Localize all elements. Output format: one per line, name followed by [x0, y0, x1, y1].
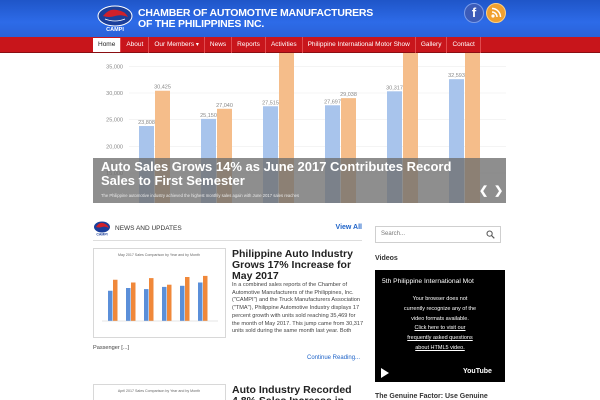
next-arrow-icon[interactable]: ❯ — [494, 185, 504, 197]
y-tick-label: 35,000 — [106, 64, 123, 70]
featured-slider[interactable]: 35,00030,00025,00020,00015,00023,80830,4… — [93, 53, 506, 203]
bar-value-label: 29,038 — [340, 92, 357, 98]
nav-item-home[interactable]: Home — [93, 38, 122, 52]
chevron-down-icon: ▾ — [195, 42, 199, 48]
thumb-bar — [131, 282, 136, 321]
slide-caption: Auto Sales Grows 14% as June 2017 Contri… — [93, 158, 506, 203]
nav-item-our-members[interactable]: Our Members ▾ — [149, 37, 205, 53]
y-tick-label: 25,000 — [106, 118, 123, 124]
bar-value-label: 32,593 — [448, 73, 465, 79]
campi-logo[interactable]: CAMPI — [95, 3, 135, 33]
thumb-bar — [126, 288, 131, 321]
youtube-logo[interactable]: YouTube — [463, 368, 492, 375]
nav-item-activities[interactable]: Activities — [266, 37, 303, 53]
bar-value-label: 30,317 — [386, 85, 403, 91]
thumb-chart-title: May 2017 Sales Comparison by Year and by… — [118, 253, 200, 257]
site-header: CAMPI CHAMBER OF AUTOMOTIVE MANUFACTURER… — [0, 0, 600, 37]
bar-value-label: 23,808 — [138, 120, 155, 126]
news-section-title: NEWS AND UPDATES — [115, 225, 182, 232]
main-nav: Home About Our Members ▾ News Reports Activit… — [0, 37, 600, 53]
y-tick-label: 20,000 — [106, 144, 123, 150]
thumb-bar — [162, 286, 167, 321]
article-excerpt-tail: Passenger [...] — [93, 345, 130, 351]
video-fallback-message: Your browser does not currently recogniz… — [375, 295, 505, 354]
svg-text:CAMPI: CAMPI — [96, 233, 107, 237]
article-thumbnail[interactable]: May 2017 Sales Comparison by Year and by… — [93, 248, 226, 338]
news-divider — [93, 240, 362, 241]
prev-arrow-icon[interactable]: ❮ — [479, 185, 489, 197]
video-player[interactable]: 5th Philippine International Mot Your br… — [375, 270, 505, 382]
article-excerpt: In a combined sales reports of the Chamb… — [232, 282, 364, 335]
video-controls: YouTube — [375, 364, 505, 382]
bar-value-label: 25,150 — [200, 113, 217, 119]
search-input[interactable]: Search... — [375, 226, 501, 243]
nav-item-about[interactable]: About — [121, 37, 150, 53]
thumb-bar — [180, 285, 185, 321]
thumb-bar — [108, 290, 113, 321]
article-title[interactable]: Auto Industry Recorded 4.8% Sales Increa… — [232, 384, 352, 400]
nav-item-contact[interactable]: Contact — [447, 37, 481, 53]
nav-item-gallery[interactable]: Gallery — [416, 37, 448, 53]
sidebar-post-title[interactable]: The Genuine Factor: Use Genuine — [375, 393, 488, 400]
thumb-bar — [144, 289, 149, 321]
search-placeholder: Search... — [381, 231, 406, 237]
org-name-line1: CHAMBER OF AUTOMOTIVE MANUFACTURERS — [138, 7, 374, 19]
thumb-bar — [203, 275, 208, 321]
videos-heading: Videos — [375, 255, 398, 262]
play-icon[interactable] — [381, 368, 389, 378]
bar-value-label: 30,425 — [154, 85, 171, 91]
nav-item-philippine-international-motor-show[interactable]: Philippine International Motor Show — [303, 37, 416, 53]
bar-value-label: 27,697 — [324, 99, 341, 105]
faq-link[interactable]: Click here to visit our — [414, 325, 466, 332]
y-tick-label: 30,000 — [106, 91, 123, 97]
org-name: CHAMBER OF AUTOMOTIVE MANUFACTURERS OF T… — [138, 8, 373, 30]
bar-value-label: 27,515 — [262, 100, 279, 106]
nav-item-reports[interactable]: Reports — [232, 37, 266, 53]
slide-title[interactable]: Auto Sales Grows 14% as June 2017 Contri… — [101, 159, 452, 188]
bar-value-label: 27,040 — [216, 103, 233, 109]
video-title[interactable]: 5th Philippine International Mot — [382, 278, 474, 285]
facebook-icon[interactable]: f — [464, 3, 484, 23]
thumb-bar — [167, 284, 172, 321]
org-name-line2: OF THE PHILIPPINES INC. — [138, 18, 265, 30]
nav-item-news[interactable]: News — [205, 37, 233, 53]
continue-reading-link[interactable]: Continue Reading... — [307, 355, 361, 361]
thumb-bar — [185, 277, 190, 321]
campi-small-logo: CAMPI — [94, 221, 110, 237]
rss-icon[interactable] — [486, 3, 506, 23]
thumb-bar — [149, 278, 154, 321]
view-all-link[interactable]: View All — [335, 224, 362, 231]
slide-description: The Philippine automotive industry achie… — [101, 193, 300, 198]
article-thumbnail[interactable]: April 2017 Sales Comparison by Year and … — [93, 384, 226, 400]
news-header: CAMPI NEWS AND UPDATES View All — [93, 220, 362, 238]
logo-text: CAMPI — [106, 27, 124, 33]
thumb-bar — [198, 282, 203, 321]
thumb-chart-title: April 2017 Sales Comparison by Year and … — [118, 389, 200, 393]
thumb-bar — [113, 279, 118, 321]
article-title[interactable]: Philippine Auto Industry Grows 17% Incre… — [232, 248, 353, 282]
search-icon[interactable] — [486, 230, 495, 239]
